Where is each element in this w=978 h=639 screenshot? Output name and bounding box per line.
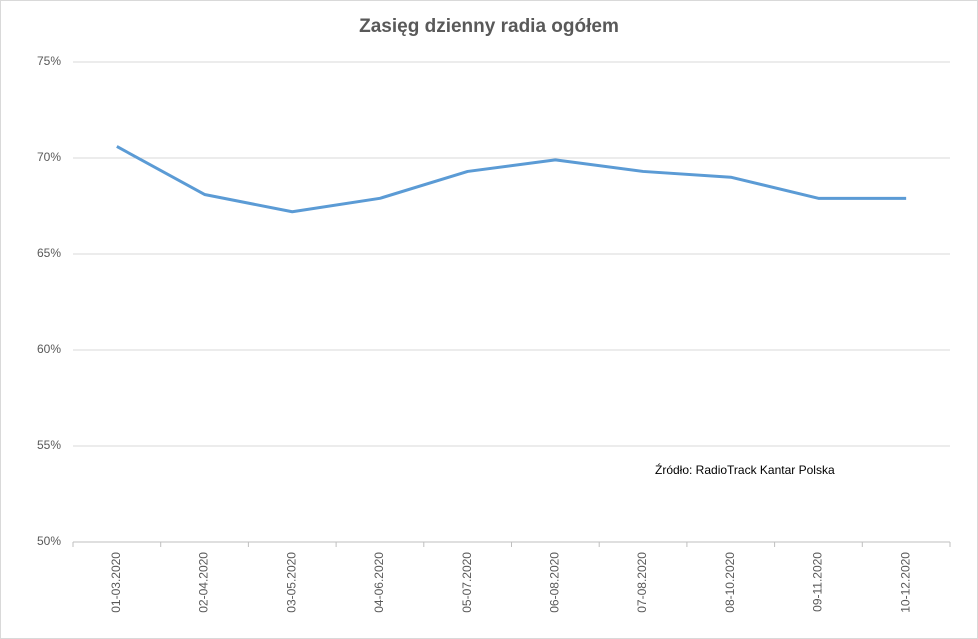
source-note: Źródło: RadioTrack Kantar Polska — [655, 462, 835, 477]
x-tick-label: 10-12.2020 — [898, 552, 912, 613]
y-tick-label: 55% — [37, 438, 61, 452]
y-tick-label: 65% — [37, 246, 61, 260]
x-tick-label: 02-04.2020 — [197, 552, 211, 613]
x-tick-label: 09-11.2020 — [811, 552, 825, 612]
x-tick-label: 06-08.2020 — [548, 552, 562, 613]
y-tick-label: 60% — [37, 342, 61, 356]
chart-title: Zasięg dzienny radia ogółem — [359, 16, 619, 37]
x-tick-label: 08-10.2020 — [723, 552, 737, 613]
x-tick-label: 07-08.2020 — [635, 552, 649, 613]
x-tick-label: 04-06.2020 — [372, 552, 386, 613]
x-tick-label: 01-03.2020 — [109, 552, 123, 613]
y-tick-label: 75% — [37, 54, 61, 68]
x-tick-label: 03-05.2020 — [284, 552, 298, 613]
data-line — [116, 145, 907, 214]
y-tick-label: 70% — [37, 150, 61, 164]
x-tick-label: 05-07.2020 — [460, 552, 474, 613]
y-tick-label: 50% — [37, 534, 61, 548]
